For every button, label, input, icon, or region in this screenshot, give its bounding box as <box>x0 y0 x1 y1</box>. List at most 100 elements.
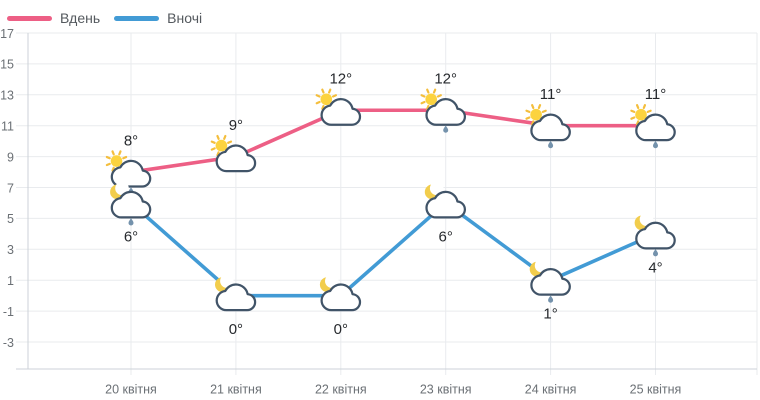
cloud-icon <box>215 144 257 173</box>
temperature-label: 4° <box>648 259 662 276</box>
sun-ray <box>321 88 325 94</box>
weather-icon-sun-cloud <box>315 88 362 126</box>
sun-ray <box>426 104 430 110</box>
x-axis-tick-label: 21 квітня <box>210 383 262 397</box>
moon-crescent-cutout <box>220 274 234 288</box>
sun-ray <box>216 151 220 157</box>
temperature-label: 0° <box>334 321 348 338</box>
cloud-icon <box>215 283 257 312</box>
sun-disc <box>530 108 542 121</box>
weather-icon-moon-cloud <box>215 274 257 312</box>
weather-icon-moon-cloud-rain <box>529 258 571 303</box>
sun-ray <box>223 134 227 140</box>
sun-ray <box>321 104 325 110</box>
day-series-swatch <box>7 15 52 21</box>
weather-icon-sun-cloud-rain <box>630 103 676 149</box>
sun-icon <box>210 134 233 157</box>
sun-ray <box>315 94 321 98</box>
temperature-label: 1° <box>543 306 557 323</box>
temperature-label: 0° <box>229 321 243 338</box>
sun-ray <box>420 100 426 105</box>
x-axis-tick-label: 23 квітня <box>420 383 472 397</box>
cloud-icon <box>110 159 152 188</box>
moon-crescent-cutout <box>429 181 444 196</box>
sun-ray <box>432 88 437 94</box>
sun-disc <box>425 93 437 106</box>
sun-ray <box>111 166 115 172</box>
legend-item-night[interactable]: Вночі <box>114 10 202 26</box>
sun-ray <box>331 94 338 98</box>
sun-ray <box>210 147 216 151</box>
sun-ray <box>118 150 122 156</box>
sun-ray <box>635 103 640 110</box>
weather-icon-moon-cloud <box>319 274 362 312</box>
y-axis-tick-label: 13 <box>0 89 14 103</box>
night-series-swatch <box>114 15 160 21</box>
temperature-label: 9° <box>229 117 243 134</box>
x-gridlines <box>130 33 758 375</box>
sun-ray <box>531 120 535 126</box>
raindrop-icon <box>653 249 658 257</box>
cloud-icon <box>110 190 152 219</box>
sun-ray <box>216 134 220 140</box>
legend-item-day[interactable]: Вдень <box>7 10 100 26</box>
sun-ray <box>537 103 542 110</box>
cloud-icon <box>320 283 362 312</box>
x-axis-tick-label: 24 квітня <box>525 383 577 397</box>
y-axis-tick-label: 15 <box>0 58 14 72</box>
y-axis-tick-label: 17 <box>0 27 14 41</box>
cloud-icon <box>320 98 362 126</box>
cloud-icon <box>425 98 467 126</box>
weather-icon-sun-cloud-rain <box>525 103 571 149</box>
temperature-label: 12° <box>329 71 352 88</box>
cloud-icon <box>530 113 571 142</box>
sun-ray <box>635 120 640 126</box>
legend-label-day: Вдень <box>60 10 101 26</box>
x-axis-tick-label: 25 квітня <box>630 383 682 397</box>
y-axis-tick-label: 9 <box>7 150 14 164</box>
sun-ray <box>525 116 531 120</box>
cloud-icon <box>635 221 676 250</box>
sun-ray <box>525 109 531 114</box>
sun-ray <box>105 162 111 167</box>
sun-ray <box>630 116 636 120</box>
temperature-label: 12° <box>434 71 457 88</box>
sun-ray <box>210 140 216 144</box>
chart-legend: Вдень Вночі <box>7 10 202 26</box>
sun-ray <box>541 109 547 114</box>
moon-crescent-cutout <box>534 258 549 273</box>
sun-ray <box>642 103 647 110</box>
y-axis-tick-label: 1 <box>7 274 14 288</box>
raindrop-icon <box>548 295 554 303</box>
raindrop-icon <box>128 218 134 226</box>
x-axis-tick-label: 20 квітня <box>105 383 157 397</box>
weather-icon-sun-cloud-rain <box>105 150 152 195</box>
weather-icon-moon-cloud-rain <box>634 212 676 257</box>
raindrop-icon <box>653 141 658 149</box>
sun-ray <box>227 140 233 144</box>
raindrop-icon <box>548 141 554 149</box>
y-axis-tick-label: 3 <box>7 243 14 257</box>
moon-crescent-cutout <box>639 212 654 227</box>
sun-ray <box>426 88 430 94</box>
sun-ray <box>531 103 535 110</box>
sun-ray <box>111 150 115 156</box>
sun-ray <box>630 109 636 114</box>
temperature-label: 11° <box>540 86 562 103</box>
y-axis-tick-label: 11 <box>1 119 14 133</box>
moon-crescent-cutout <box>325 274 339 288</box>
temperature-label: 6° <box>124 228 138 245</box>
temperature-label: 8° <box>124 132 138 149</box>
y-axis-tick-label: 5 <box>7 212 14 226</box>
weather-icon-sun-cloud-rain <box>420 88 467 133</box>
moon-crescent-cutout <box>115 181 129 196</box>
sun-disc <box>320 93 333 106</box>
raindrop-icon <box>443 125 449 133</box>
temperature-label: 6° <box>439 228 453 245</box>
legend-label-night: Вночі <box>167 10 203 26</box>
sun-ray <box>105 155 111 160</box>
sun-ray <box>315 100 321 105</box>
y-axis-tick-label: -1 <box>3 305 14 319</box>
